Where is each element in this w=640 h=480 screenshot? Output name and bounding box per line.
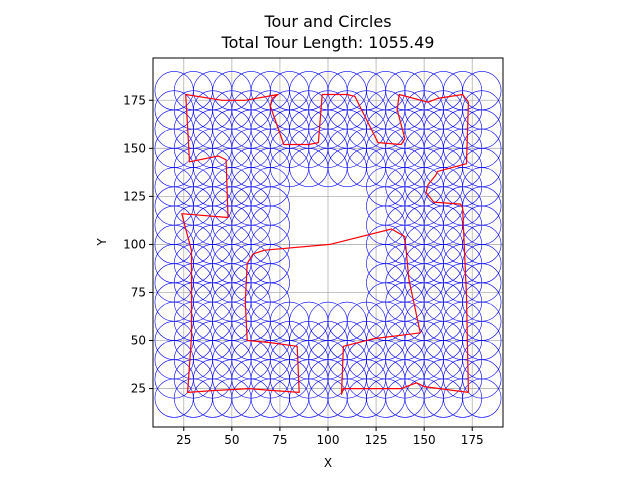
y-tick-label: 50 [131, 334, 146, 348]
circle-layer [154, 71, 502, 418]
tour-path [181, 93, 469, 395]
y-tick-label: 75 [131, 285, 146, 299]
coverage-circle [462, 90, 502, 130]
y-tick-label: 100 [123, 237, 146, 251]
tour-layer [181, 93, 469, 395]
x-tick-label: 50 [224, 433, 239, 447]
x-tick-label: 150 [413, 433, 436, 447]
y-tick-label: 125 [123, 189, 146, 203]
x-axis: 25 50 75 100 125 150 175 [176, 427, 484, 447]
coverage-circle [462, 71, 502, 111]
chart-subtitle: Total Tour Length: 1055.49 [221, 33, 435, 52]
y-tick-label: 25 [131, 382, 146, 396]
x-tick-label: 100 [317, 433, 340, 447]
y-axis: 25 50 75 100 125 150 175 [123, 93, 153, 396]
x-tick-label: 125 [365, 433, 388, 447]
y-tick-label: 150 [123, 141, 146, 155]
y-tick-label: 175 [123, 93, 146, 107]
x-tick-label: 75 [272, 433, 287, 447]
y-axis-label: Y [95, 238, 109, 247]
x-axis-label: X [324, 456, 332, 470]
chart-title: Tour and Circles [263, 12, 391, 31]
x-tick-label: 175 [461, 433, 484, 447]
x-tick-label: 25 [176, 433, 191, 447]
